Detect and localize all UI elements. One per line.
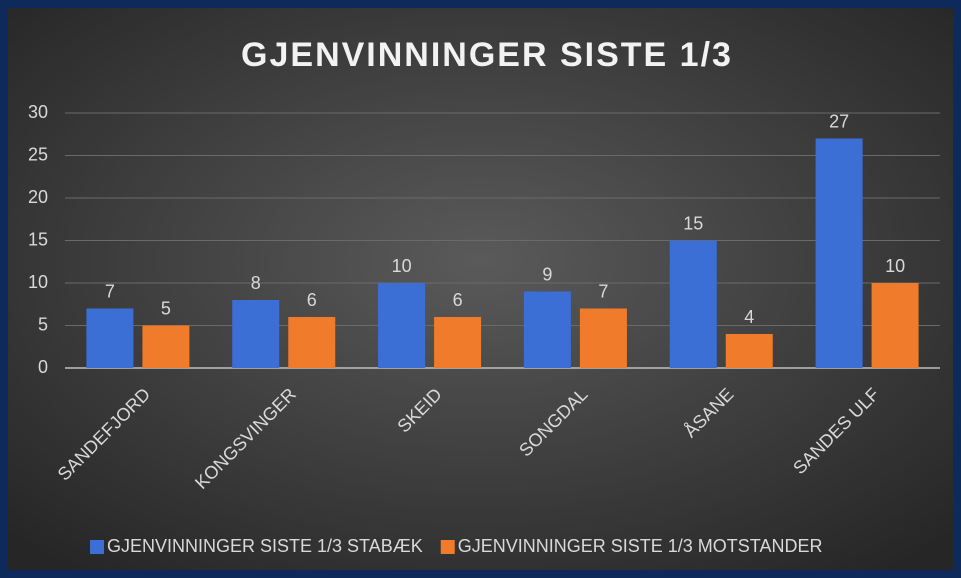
bar xyxy=(434,317,482,368)
chart-title: GJENVINNINGER SISTE 1/3 xyxy=(241,36,733,74)
data-label: 9 xyxy=(542,264,552,284)
bar xyxy=(523,291,571,368)
y-tick-label: 30 xyxy=(28,102,48,122)
data-label: 7 xyxy=(598,281,608,301)
bar xyxy=(669,240,717,368)
bar xyxy=(871,283,919,368)
data-label: 4 xyxy=(744,307,754,327)
bar xyxy=(725,334,773,368)
bar xyxy=(86,308,134,368)
data-label: 6 xyxy=(453,290,463,310)
legend-label: GJENVINNINGER SISTE 1/3 STABÆK xyxy=(107,536,423,556)
bar xyxy=(142,325,190,368)
bar xyxy=(815,138,863,368)
y-tick-label: 0 xyxy=(38,357,48,377)
data-label: 10 xyxy=(392,256,412,276)
bar xyxy=(378,283,426,368)
bar xyxy=(579,308,627,368)
data-label: 5 xyxy=(161,298,171,318)
data-label: 7 xyxy=(105,281,115,301)
data-label: 8 xyxy=(251,273,261,293)
y-tick-label: 15 xyxy=(28,229,48,249)
panel xyxy=(8,8,953,570)
bar xyxy=(232,300,280,368)
legend-swatch xyxy=(90,540,104,554)
y-tick-label: 25 xyxy=(28,144,48,164)
y-tick-label: 10 xyxy=(28,272,48,292)
bar xyxy=(288,317,336,368)
legend-label: GJENVINNINGER SISTE 1/3 MOTSTANDER xyxy=(458,536,823,556)
data-label: 6 xyxy=(307,290,317,310)
y-tick-label: 5 xyxy=(38,314,48,334)
y-tick-label: 20 xyxy=(28,187,48,207)
data-label: 10 xyxy=(885,256,905,276)
legend-swatch xyxy=(440,540,455,554)
data-label: 15 xyxy=(683,213,703,233)
data-label: 27 xyxy=(829,111,849,131)
